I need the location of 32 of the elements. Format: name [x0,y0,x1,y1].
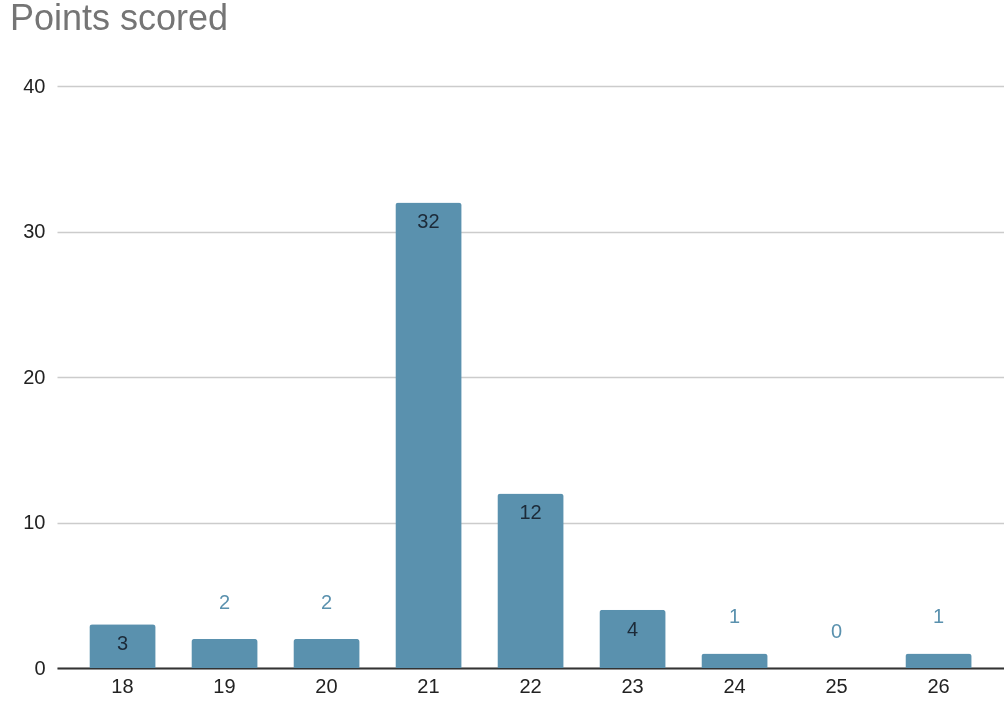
bar [293,638,360,668]
data-label: 1 [728,605,741,628]
x-tick-label: 19 [213,674,236,697]
bar [905,653,972,668]
bar [599,609,666,668]
data-label: 1 [932,605,945,628]
y-tick-label: 20 [23,365,46,388]
y-tick-label: 40 [23,74,46,97]
data-label: 12 [519,501,542,524]
x-tick-label: 22 [519,674,542,697]
bar [89,624,156,668]
data-label: 2 [320,590,333,613]
bar [701,653,768,668]
x-tick-label: 18 [111,674,134,697]
bar [395,202,462,668]
x-tick-label: 26 [927,674,950,697]
data-label: 2 [218,590,231,613]
chart-title: Points scored [10,0,229,38]
data-label: 32 [417,210,440,233]
x-tick-label: 23 [621,674,644,697]
x-tick-label: 24 [723,674,746,697]
y-tick-label: 0 [34,656,46,679]
data-label: 0 [830,620,843,642]
bar [191,638,258,668]
y-tick-label: 10 [23,511,46,533]
y-tick-label: 30 [23,220,46,242]
data-label: 4 [626,617,639,640]
x-tick-label: 21 [417,674,440,697]
data-label: 3 [116,632,129,655]
x-tick-label: 25 [825,674,848,697]
bar [497,493,564,668]
x-tick-label: 20 [315,674,338,697]
